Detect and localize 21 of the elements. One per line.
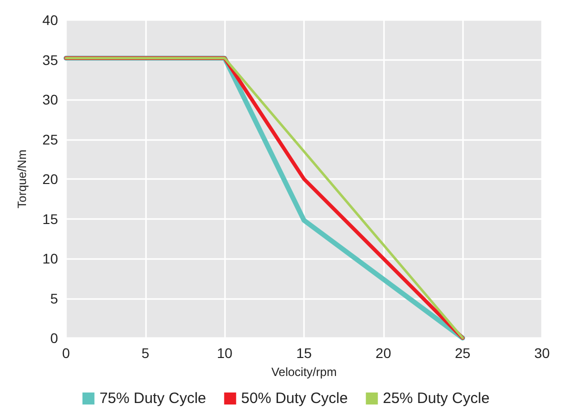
y-tick-label: 15 (42, 210, 58, 227)
x-tick-label: 10 (216, 345, 233, 361)
y-tick-label: 30 (42, 92, 58, 108)
y-tick-label: 0 (50, 330, 58, 346)
y-axis-title: Torque/Nm (15, 150, 29, 208)
y-tick-label: 25 (42, 131, 58, 148)
x-tick-label: 25 (454, 345, 471, 361)
x-tick-label: 15 (296, 345, 312, 361)
y-tick-label: 5 (50, 290, 58, 306)
y-tick-label: 10 (42, 250, 58, 266)
x-tick-label: 0 (62, 345, 70, 361)
legend-label: 75% Duty Cycle (99, 390, 206, 407)
x-axis-title: Velocity/rpm (271, 365, 337, 379)
legend-label: 25% Duty Cycle (382, 390, 490, 407)
y-tick-label: 20 (42, 171, 58, 187)
x-tick-label: 30 (534, 345, 550, 361)
legend-label: 50% Duty Cycle (241, 390, 348, 407)
x-tick-label: 20 (376, 345, 392, 361)
y-tick-label: 35 (42, 52, 58, 68)
y-tick-label: 40 (42, 12, 58, 28)
x-tick-label: 5 (141, 345, 150, 361)
